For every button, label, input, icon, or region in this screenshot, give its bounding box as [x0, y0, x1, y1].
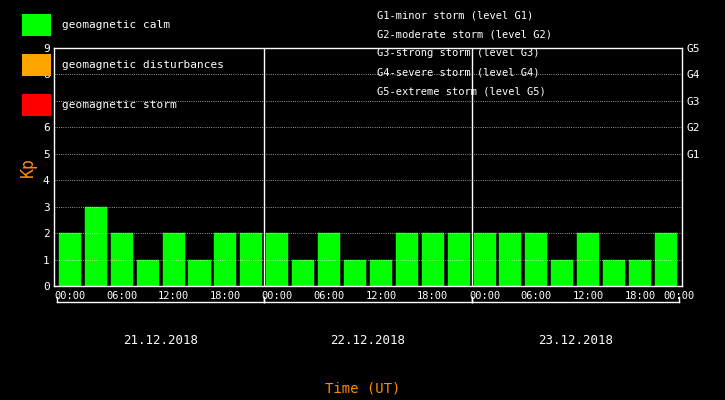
Text: G5-extreme storm (level G5): G5-extreme storm (level G5): [377, 87, 546, 97]
Text: G4-severe storm (level G4): G4-severe storm (level G4): [377, 68, 539, 78]
Text: G2-moderate storm (level G2): G2-moderate storm (level G2): [377, 29, 552, 39]
Bar: [136, 260, 159, 286]
Bar: [577, 233, 600, 286]
Bar: [240, 233, 262, 286]
Bar: [629, 260, 651, 286]
Bar: [59, 233, 81, 286]
Text: G3-strong storm (level G3): G3-strong storm (level G3): [377, 48, 539, 58]
Bar: [370, 260, 392, 286]
Bar: [396, 233, 418, 286]
Text: geomagnetic storm: geomagnetic storm: [62, 100, 176, 110]
Bar: [500, 233, 521, 286]
Bar: [111, 233, 133, 286]
Bar: [215, 233, 236, 286]
Bar: [526, 233, 547, 286]
Bar: [318, 233, 340, 286]
Bar: [447, 233, 470, 286]
Bar: [85, 207, 107, 286]
Bar: [551, 260, 573, 286]
Bar: [422, 233, 444, 286]
Bar: [188, 260, 210, 286]
Bar: [266, 233, 289, 286]
Text: 23.12.2018: 23.12.2018: [538, 334, 613, 347]
Bar: [603, 260, 625, 286]
Text: 22.12.2018: 22.12.2018: [331, 334, 405, 347]
Text: Time (UT): Time (UT): [325, 382, 400, 396]
Bar: [655, 233, 677, 286]
Bar: [292, 260, 314, 286]
Text: 21.12.2018: 21.12.2018: [123, 334, 198, 347]
Bar: [473, 233, 496, 286]
Text: geomagnetic calm: geomagnetic calm: [62, 20, 170, 30]
Text: geomagnetic disturbances: geomagnetic disturbances: [62, 60, 223, 70]
Bar: [344, 260, 366, 286]
Text: G1-minor storm (level G1): G1-minor storm (level G1): [377, 10, 534, 20]
Bar: [162, 233, 185, 286]
Y-axis label: Kp: Kp: [19, 157, 37, 177]
